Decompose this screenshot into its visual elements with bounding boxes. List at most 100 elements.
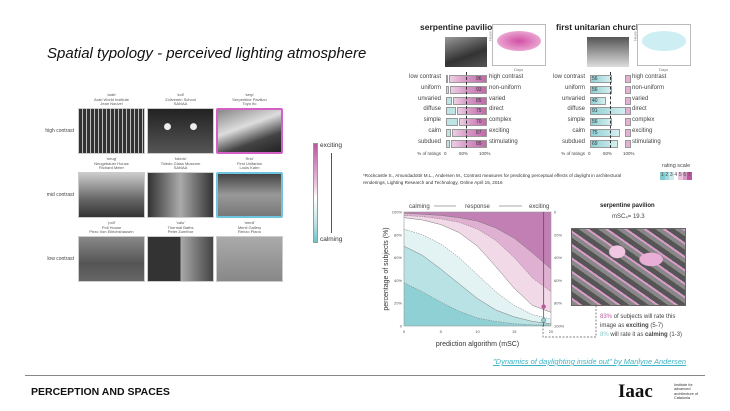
hours-label: Hours: [488, 31, 493, 41]
image-caption: 'vals' Thermal Baths Peter Zumthor: [147, 220, 214, 235]
panel-title: first unitarian church: [556, 22, 642, 32]
y-axis-label: percentage of subjects (%): [383, 227, 390, 310]
left-attribute: subdued: [561, 138, 585, 145]
rating-bar-high: [452, 129, 487, 137]
axis-tick: 50%: [603, 151, 613, 156]
space-image[interactable]: [147, 236, 214, 282]
serpentine-contrast-image: [571, 228, 686, 306]
right-attribute: high contrast: [489, 74, 524, 80]
caption-name: Menil Gallery: [237, 224, 262, 230]
rating-value: 69: [592, 140, 598, 147]
x-tick: 20: [549, 329, 554, 334]
text: image as: [600, 323, 627, 329]
days-label: Days: [659, 67, 669, 72]
caption-architect: SANAA: [173, 101, 188, 107]
rating-bar-low: [446, 129, 452, 137]
annual-map: [492, 24, 546, 66]
caption-architect: Toyo Ito: [242, 101, 257, 107]
caption-name: Zollverein School: [165, 96, 196, 102]
text: of subjects will rate this: [612, 314, 676, 320]
rating-value: 40: [592, 97, 598, 104]
rating-bar-low: [590, 129, 620, 137]
x-axis-label: prediction algorithm (mSC): [436, 341, 519, 348]
rating-bar-low: [590, 96, 606, 105]
connector-line: [542, 306, 597, 338]
response-band-2: [404, 246, 551, 325]
exciting-calming-scale: [313, 143, 318, 243]
left-attribute: unvaried: [417, 95, 441, 102]
space-image[interactable]: [78, 172, 145, 218]
axis-tick: 0: [444, 151, 447, 156]
y-tick: 20%: [394, 301, 402, 306]
image-caption: 'first' First Unitarian Louis Kahn: [216, 156, 283, 171]
caption-code: 'first': [245, 156, 254, 161]
right-attribute: stimulating: [632, 138, 661, 145]
right-attribute: non-uniform: [632, 84, 665, 91]
y-tick: 80%: [394, 232, 402, 237]
right-attribute: complex: [632, 117, 655, 124]
msc-value: mSC₄= 19.3: [612, 214, 645, 220]
rating-bar-low: [446, 139, 451, 148]
left-attribute: diffuse: [567, 106, 585, 113]
right-attribute: complex: [489, 117, 512, 124]
y-tick-right: 0: [554, 210, 557, 215]
x-tick: 15: [512, 329, 517, 334]
scale-exciting-label: exciting: [320, 142, 343, 149]
space-image[interactable]: [147, 172, 214, 218]
rating-bar-high: [625, 96, 631, 105]
text: will rate it as: [608, 332, 646, 338]
space-image[interactable]: [216, 108, 283, 154]
row-label: mid contrast: [46, 192, 74, 198]
marker-exciting: [541, 304, 546, 309]
source-link[interactable]: "Dynamics of daylighting inside out" by …: [493, 357, 687, 366]
row-label: high contrast: [45, 128, 74, 134]
scale-swatch: 6: [682, 172, 687, 180]
y-tick-right: 60%: [554, 278, 562, 283]
space-image[interactable]: [78, 108, 145, 154]
rating-bar-high: [625, 129, 631, 137]
x-tick: 5: [440, 329, 443, 334]
thumbnail: [587, 37, 629, 67]
space-image[interactable]: [216, 236, 283, 282]
text: (5-7): [648, 323, 664, 329]
rating-bar-high: [625, 75, 631, 83]
caption-architect: Peter Zumthor: [167, 229, 194, 235]
rating-value: 85: [476, 97, 482, 104]
midline: [466, 72, 467, 148]
right-attribute: varied: [489, 95, 506, 102]
scale-swatch: 3: [669, 172, 674, 180]
rating-bar-low: [446, 118, 458, 127]
rating-bar-low: [590, 75, 613, 83]
space-image[interactable]: [216, 172, 283, 218]
days-label: Days: [514, 67, 524, 72]
right-attribute: stimulating: [489, 138, 518, 145]
plot-frame: [403, 211, 552, 327]
x-tick: 0: [403, 329, 406, 334]
caption-name: Arab World Institute: [93, 96, 130, 102]
rating-bar-high: [625, 139, 631, 148]
text: exciting: [626, 323, 649, 329]
response-chart: 0 5 10 15 20 0 20% 40% 60% 80% 100% 100% 80% 60% 40% 20…: [383, 204, 565, 348]
image-caption: 'poll' Poll House Pezo Von Ellrichshausen: [78, 220, 145, 235]
caption-name: Poll House: [101, 224, 122, 230]
space-image[interactable]: [147, 108, 214, 154]
axis-tick: 50%: [459, 151, 469, 156]
row-label: low contrast: [47, 256, 74, 262]
rating-value: 56: [592, 76, 598, 82]
right-attribute: exciting: [632, 128, 653, 134]
left-attribute: calm: [572, 128, 585, 134]
axis-label: % of ratings: [417, 151, 441, 156]
caption-architect: Louis Kahn: [239, 165, 260, 171]
rating-value: 56: [592, 86, 598, 93]
header-response: response: [465, 204, 490, 210]
y-tick-right: 40%: [554, 255, 562, 260]
scale-swatch: 7: [687, 172, 692, 180]
right-attribute: varied: [632, 95, 649, 102]
space-image[interactable]: [78, 236, 145, 282]
y-tick: 0: [400, 324, 403, 329]
boundary-curve: [403, 282, 551, 326]
image-caption: 'zoll' Zollverein School SANAA: [147, 92, 214, 107]
left-attribute: subdued: [417, 138, 441, 145]
scale-swatch: 4: [673, 172, 678, 180]
left-attribute: calm: [428, 128, 441, 134]
